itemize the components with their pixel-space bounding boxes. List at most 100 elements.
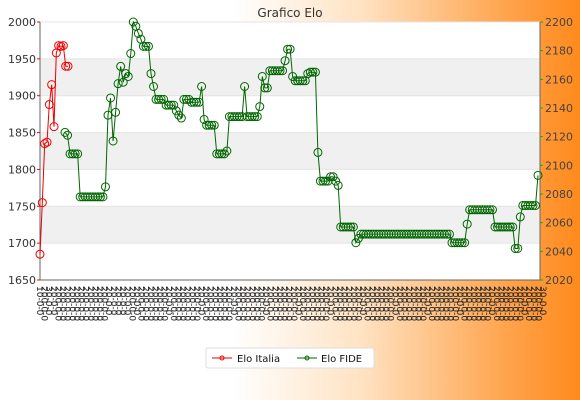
y-right-tick-label: 2180 — [545, 45, 573, 58]
elo-fide-point — [333, 180, 343, 190]
elo-fide-point — [310, 67, 320, 77]
x-tick-label: 200-0-0 — [182, 286, 192, 321]
elo-fide-point — [510, 243, 520, 253]
elo-fide-point — [169, 100, 179, 110]
elo-fide-point — [262, 83, 272, 93]
x-tick-label: 200-0-0 — [440, 286, 450, 321]
x-tick-label: 200-0-0 — [468, 286, 478, 321]
elo-fide-point — [179, 94, 189, 104]
elo-fide-point — [528, 200, 538, 210]
elo-fide-point — [106, 93, 116, 103]
elo-fide-point — [174, 110, 184, 120]
x-tick-label: 200-0-0 — [85, 286, 95, 321]
x-tick-label: 200-0-0 — [237, 286, 247, 321]
x-tick-label: 200-0-0 — [242, 286, 252, 321]
x-tick-label: 200-0-0 — [223, 286, 233, 321]
x-tick-label: 200-0-0 — [200, 286, 210, 321]
x-tick-label: 20-0-0 — [117, 286, 127, 316]
elo-italia-point — [47, 80, 57, 90]
x-tick-label: 200-0-0 — [339, 286, 349, 321]
elo-fide-point — [95, 192, 105, 202]
x-tick-label: 200-0-0 — [232, 286, 242, 321]
x-tick-label: 200-0-0 — [412, 286, 422, 321]
elo-italia-point — [61, 61, 71, 71]
x-tick-label: 200-0-0 — [274, 286, 284, 321]
x-tick-label: 200-0-0 — [186, 286, 196, 321]
x-tick-label: 200-0-0 — [251, 286, 261, 321]
elo-fide-point — [149, 82, 159, 91]
elo-fide-point — [73, 149, 83, 159]
elo-italia-line — [39, 44, 68, 255]
elo-fide-point — [171, 106, 181, 116]
x-tick-label: 200-0-0 — [371, 286, 381, 321]
x-tick-label: 200-0-0 — [495, 286, 505, 321]
x-tick-label: 30-0-0 — [537, 286, 547, 316]
elo-italia-point — [63, 61, 73, 71]
x-tick-label: 10-0-0 — [34, 286, 44, 316]
legend-entry-italia[interactable]: Elo Italia — [212, 354, 280, 365]
x-tick-label: 200-0-0 — [505, 286, 515, 321]
x-tick-label: 200-0-0 — [177, 286, 187, 321]
elo-fide-point — [154, 94, 164, 104]
y-left-tick-label: 2000 — [8, 16, 36, 29]
x-tick-label: 200-0-0 — [352, 286, 362, 321]
x-tick-label: 200-0-0 — [408, 286, 418, 321]
y-right-tick-label: 2040 — [545, 245, 573, 258]
elo-fide-point — [346, 222, 356, 232]
elo-fide-point — [164, 100, 174, 110]
x-tick-label: 200-0-0 — [209, 286, 219, 321]
legend-label-italia: Elo Italia — [237, 354, 280, 365]
x-tick-label: 200-0-0 — [265, 286, 275, 321]
x-tick-label: 30-0-0 — [43, 286, 53, 316]
x-tick-label: 20-0-0 — [108, 286, 118, 316]
x-tick-label: 20-0-0 — [48, 286, 58, 316]
elo-fide-point — [295, 76, 305, 86]
x-tick-label: 200-0-0 — [417, 286, 427, 321]
x-tick-label: 200-0-0 — [449, 286, 459, 321]
x-tick-label: 200-0-0 — [168, 286, 178, 321]
elo-fide-point — [222, 146, 232, 156]
x-tick-label: 20-0-0 — [389, 286, 399, 316]
x-tick-label: 200-0-0 — [394, 286, 404, 321]
x-tick-label: 200-0-0 — [343, 286, 353, 321]
x-tick-label: 200-0-0 — [246, 286, 256, 321]
x-tick-label: 20-0-0 — [486, 286, 496, 316]
elo-fide-point — [331, 176, 341, 186]
x-tick-label: 20-0-0 — [357, 286, 367, 316]
x-tick-label: 200-0-0 — [500, 286, 510, 321]
elo-fide-point — [250, 112, 260, 122]
y-left-tick-label: 1750 — [8, 200, 36, 213]
elo-fide-point — [260, 83, 270, 93]
elo-fide-point — [343, 222, 353, 232]
elo-fide-point — [121, 69, 131, 79]
elo-fide-point — [439, 229, 449, 239]
x-tick-label: 200-0-0 — [431, 286, 441, 321]
legend-entry-fide[interactable]: Elo FIDE — [297, 354, 362, 365]
x-tick-label: 200-0-0 — [532, 286, 542, 321]
x-tick-label: 20-0-0 — [112, 286, 122, 316]
elo-fide-point — [219, 149, 229, 159]
elo-fide-point — [166, 100, 176, 110]
elo-fide-point — [487, 205, 497, 215]
grid-band — [40, 132, 540, 170]
elo-fide-point — [318, 176, 328, 186]
x-tick-label: 200-0-0 — [149, 286, 159, 321]
x-tick-label: 200-0-0 — [380, 286, 390, 321]
elo-fide-point — [252, 112, 262, 122]
x-tick-label: 200-0-0 — [403, 286, 413, 321]
x-tick-label: 200-0-0 — [172, 286, 182, 321]
elo-fide-point — [313, 147, 323, 157]
elo-fide-point — [513, 243, 523, 253]
elo-fide-point — [98, 192, 108, 202]
elo-fide-point — [283, 44, 293, 54]
x-tick-label: 200-0-0 — [283, 286, 293, 321]
elo-italia-point — [44, 100, 54, 110]
elo-fide-point — [515, 212, 525, 222]
elo-fide-point — [70, 149, 80, 159]
x-tick-label: 20-0-0 — [196, 286, 206, 316]
elo-fide-point — [508, 222, 518, 232]
x-tick-label: 200-0-0 — [528, 286, 538, 321]
elo-fide-point — [204, 120, 214, 130]
elo-italia-point — [58, 41, 68, 51]
y-left-tick-label: 1900 — [8, 90, 36, 103]
